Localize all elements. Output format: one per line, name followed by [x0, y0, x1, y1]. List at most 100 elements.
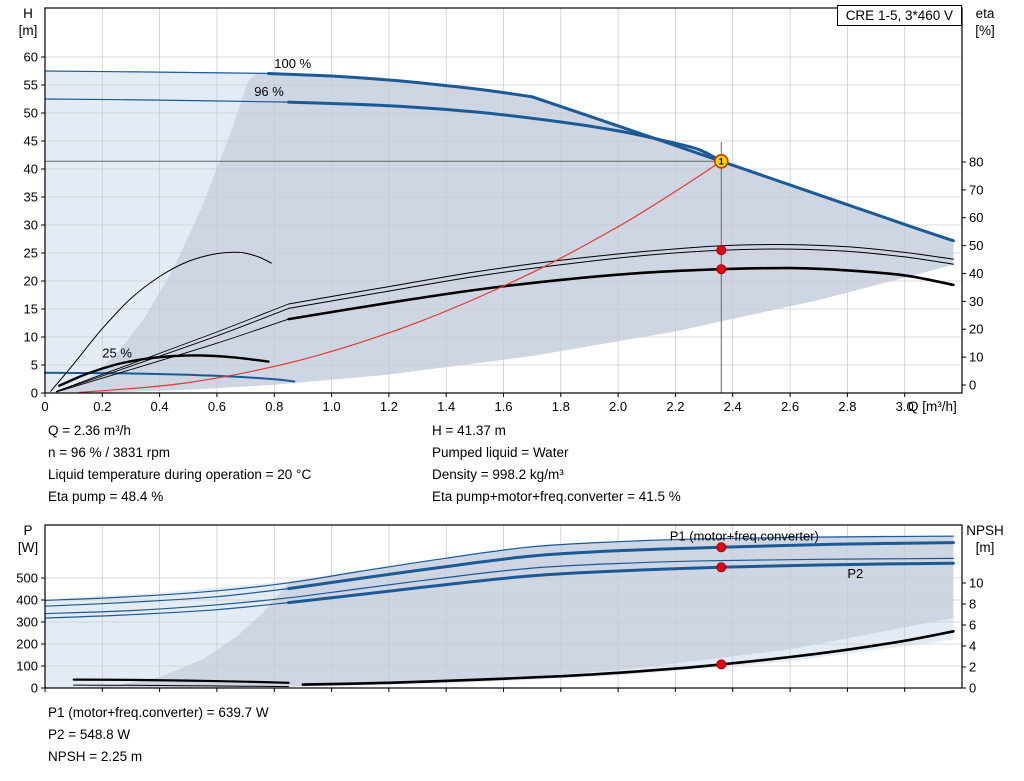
svg-text:10: 10: [969, 576, 983, 591]
label-p2-label: P2: [847, 566, 863, 581]
svg-text:10: 10: [969, 350, 983, 365]
curve-h25: [44, 371, 296, 383]
curve-system-curve: [78, 160, 722, 393]
npsh-point: [716, 659, 727, 670]
svg-text:[m]: [m]: [19, 23, 38, 38]
curve-h96-ext: [44, 98, 290, 103]
p1-point: [716, 542, 727, 553]
hq-eta-chart: 1 100 % 96 % 25 % 0 0.2 0.4 0.6 0.8 1.0 1.2 1.4 1.6 1…: [19, 6, 995, 414]
p2-point: [716, 562, 727, 573]
info-eta-pump: Eta pump = 48.4 %: [48, 489, 164, 504]
curve-p1-ext: [44, 588, 290, 607]
curve-p2-96: [287, 561, 955, 605]
hq-eta-chart-axis-ticks: 0 0.2 0.4 0.6 0.8 1.0 1.2 1.4 1.6 1.8 2.0 2.2 2.4 2.6…: [24, 50, 984, 415]
hq-eta-chart-regions: [45, 71, 954, 393]
svg-text:2.2: 2.2: [666, 399, 684, 414]
pump-model-badge: CRE 1-5, 3*460 V: [836, 5, 962, 26]
svg-text:Q [m³/h]: Q [m³/h]: [908, 399, 957, 414]
hq-eta-chart-curve-labels: 100 % 96 % 25 %: [102, 56, 311, 361]
svg-text:20: 20: [24, 274, 38, 289]
svg-text:0: 0: [31, 386, 38, 401]
svg-text:1.8: 1.8: [552, 399, 570, 414]
svg-text:NPSH: NPSH: [966, 523, 1004, 538]
svg-text:0.8: 0.8: [265, 399, 283, 414]
svg-text:45: 45: [24, 134, 38, 149]
svg-text:4: 4: [969, 639, 976, 654]
curve-eta-fan-3: [56, 318, 290, 393]
curve-eta-pump-96: [288, 248, 954, 309]
label-speed-25: 25 %: [102, 346, 132, 361]
curve-eta-fan-2: [56, 307, 290, 393]
svg-text:6: 6: [969, 618, 976, 633]
label-p1-label: P1 (motor+freq.converter): [670, 529, 819, 544]
svg-text:200: 200: [16, 637, 38, 652]
duty-info-block: Q = 2.36 m³/h n = 96 % / 3831 rpm Liquid…: [48, 420, 681, 508]
svg-text:eta: eta: [976, 6, 995, 21]
svg-text:300: 300: [16, 615, 38, 630]
svg-text:0.2: 0.2: [93, 399, 111, 414]
svg-text:60: 60: [24, 50, 38, 65]
hq-eta-chart-series: [44, 70, 955, 393]
svg-text:0.4: 0.4: [151, 399, 169, 414]
svg-text:40: 40: [24, 162, 38, 177]
label-speed-96: 96 %: [254, 84, 284, 99]
info-density: Density = 998.2 kg/m³: [432, 467, 564, 482]
hq-eta-chart-axis-titles: H [m] eta [%] Q [m³/h]: [19, 6, 995, 414]
curve-h96: [287, 100, 723, 163]
power-npsh-chart-series: [44, 535, 955, 688]
svg-text:500: 500: [16, 571, 38, 586]
svg-text:5: 5: [31, 358, 38, 373]
curve-eta-fan-1: [56, 303, 290, 392]
curve-p2-100: [44, 557, 954, 615]
hq-eta-chart-markers: 1: [713, 154, 729, 275]
svg-text:0: 0: [41, 399, 48, 414]
power-npsh-chart: P1 (motor+freq.converter)P20100200300400…: [16, 523, 1003, 696]
svg-text:25: 25: [24, 246, 38, 261]
svg-text:0: 0: [969, 681, 976, 696]
curve-h100: [267, 72, 534, 99]
svg-text:1.0: 1.0: [323, 399, 341, 414]
svg-text:[%]: [%]: [975, 23, 995, 38]
curve-p1-100: [44, 535, 954, 601]
svg-text:40: 40: [969, 266, 983, 281]
region-power-envelope-dark: [73, 535, 954, 688]
svg-text:P: P: [23, 523, 32, 538]
info-p1: P1 (motor+freq.converter) = 639.7 W: [48, 705, 269, 720]
svg-text:[W]: [W]: [18, 540, 38, 555]
eta-pump-point: [716, 245, 727, 256]
svg-text:20: 20: [969, 322, 983, 337]
svg-text:50: 50: [969, 238, 983, 253]
power-npsh-chart-curve-labels: P1 (motor+freq.converter) P2: [670, 529, 864, 581]
info-speed: n = 96 % / 3831 rpm: [48, 445, 170, 460]
svg-text:2.8: 2.8: [838, 399, 856, 414]
curve-eta-pump-25: [50, 251, 272, 392]
svg-text:60: 60: [969, 210, 983, 225]
curve-npsh-curve: [301, 630, 955, 686]
svg-text:H: H: [23, 6, 33, 21]
svg-text:30: 30: [24, 218, 38, 233]
hq-eta-chart-grid: [45, 8, 962, 393]
duty-point[interactable]: [713, 154, 729, 169]
info-npsh: NPSH = 2.25 m: [48, 749, 143, 764]
svg-text:1.6: 1.6: [494, 399, 512, 414]
power-npsh-chart-regions: [45, 534, 954, 688]
curve-max-flow-boundary: [530, 95, 955, 243]
duty-info-right-column: H = 41.37 m Pumped liquid = Water Densit…: [432, 420, 681, 508]
label-speed-100: 100 %: [274, 56, 311, 71]
svg-text:35: 35: [24, 190, 38, 205]
svg-text:2.0: 2.0: [609, 399, 627, 414]
info-eta-total: Eta pump+motor+freq.converter = 41.5 %: [432, 489, 681, 504]
svg-text:15: 15: [24, 302, 38, 317]
svg-text:1.2: 1.2: [380, 399, 398, 414]
svg-text:10: 10: [24, 330, 38, 345]
curve-eta-total-96: [287, 266, 955, 321]
curve-npsh-25-b: [73, 684, 290, 688]
svg-text:[m]: [m]: [976, 540, 995, 555]
curve-eta-total-25: [58, 354, 270, 387]
info-p2: P2 = 548.8 W: [48, 727, 131, 742]
svg-text:50: 50: [24, 106, 38, 121]
power-info-block: P1 (motor+freq.converter) = 639.7 W P2 =…: [48, 702, 269, 768]
svg-text:55: 55: [24, 78, 38, 93]
